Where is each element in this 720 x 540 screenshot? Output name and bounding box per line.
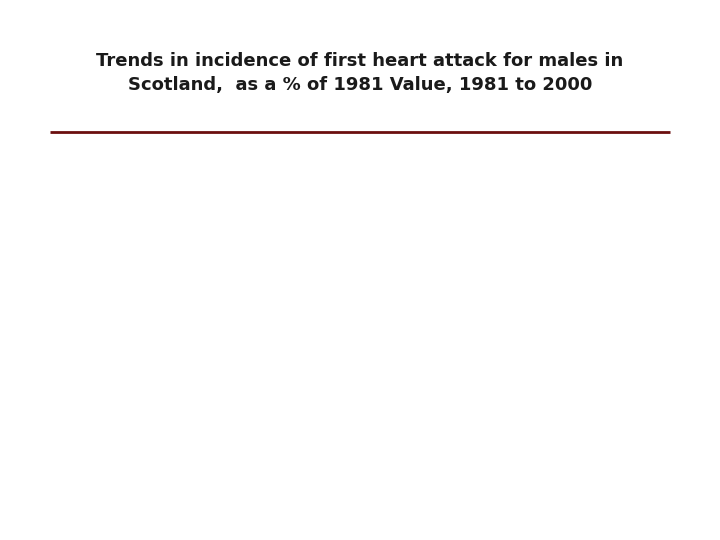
Text: Trends in incidence of first heart attack for males in
Scotland,  as a % of 1981: Trends in incidence of first heart attac… (96, 52, 624, 94)
